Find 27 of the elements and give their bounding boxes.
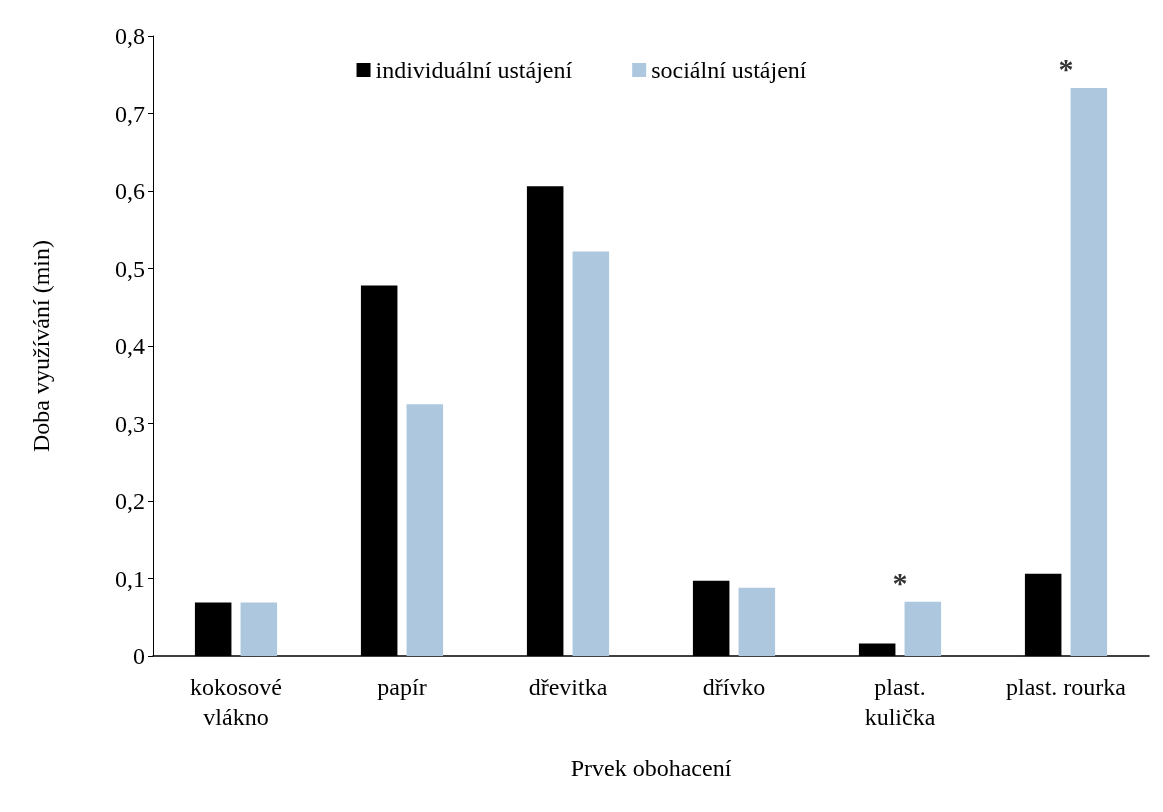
y-tick-label: 0,2	[115, 488, 145, 514]
bar	[572, 251, 610, 656]
y-tick-label: 0,1	[115, 565, 145, 592]
bar	[904, 601, 942, 656]
y-tick-label: 0,3	[115, 410, 145, 437]
y-tick-label: 0	[133, 643, 145, 669]
x-tick-label: plast. rourka	[1006, 674, 1127, 700]
y-tick-label: 0,8	[115, 23, 145, 49]
y-tick-label: 0,7	[115, 100, 145, 127]
y-tick-label: 0,4	[115, 333, 145, 359]
y-tick-label: 0,5	[115, 255, 145, 282]
x-tick-label: plast. kulička	[864, 674, 936, 730]
bar	[738, 587, 776, 656]
x-tick-label: dřevitka	[528, 674, 608, 700]
annotation: *	[892, 566, 908, 600]
bar	[406, 404, 444, 656]
y-axis-title: Doba využívání (min)	[28, 240, 54, 452]
x-tick-label: papír	[377, 674, 427, 700]
legend-label: individuální ustájení	[375, 57, 573, 83]
y-tick-label: 0,6	[115, 178, 145, 204]
annotation: *	[1058, 52, 1074, 86]
x-tick-label: kokosové vlákno	[190, 674, 282, 730]
x-tick-label: dřívko	[702, 674, 766, 700]
bar	[240, 602, 278, 656]
bar	[1070, 87, 1108, 656]
x-axis-title: Prvek obohacení	[570, 755, 732, 781]
legend-label: sociální ustájení	[651, 57, 807, 83]
